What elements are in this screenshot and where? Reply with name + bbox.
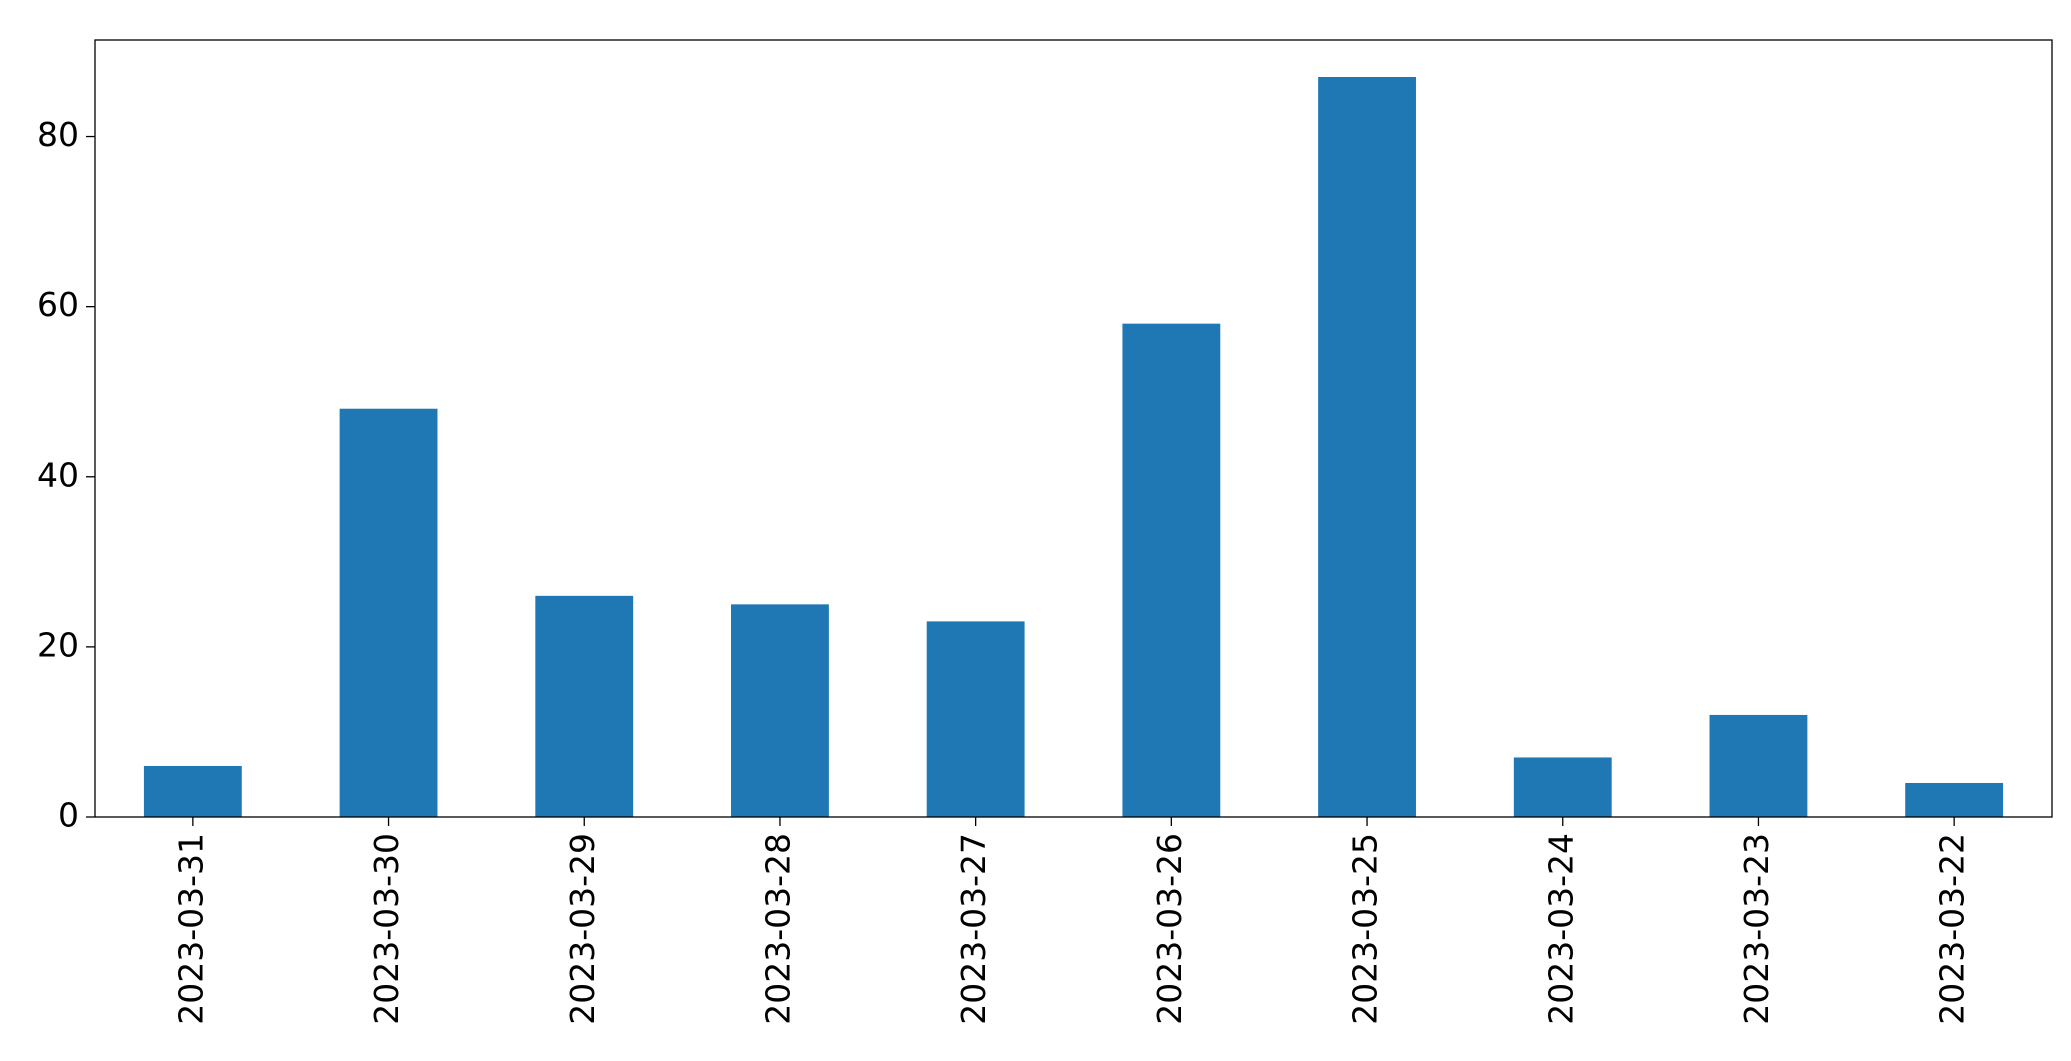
y-tick-label: 20 xyxy=(37,625,79,664)
bar xyxy=(1318,77,1416,817)
axes-frame xyxy=(94,39,2053,818)
x-tick-label: 2023-03-23 xyxy=(1737,833,1776,1025)
y-tick-label: 0 xyxy=(58,796,79,835)
x-tick-label: 2023-03-24 xyxy=(1541,833,1580,1025)
x-tick-label: 2023-03-22 xyxy=(1933,833,1972,1025)
bar xyxy=(1513,757,1612,817)
bar xyxy=(731,604,829,817)
bar xyxy=(926,621,1025,817)
bar xyxy=(1905,782,2004,817)
bar xyxy=(1709,714,1808,817)
y-tick-label: 80 xyxy=(37,115,79,154)
y-tick-label: 40 xyxy=(37,455,79,494)
bar xyxy=(143,765,242,817)
bar xyxy=(1122,323,1221,817)
x-tick-label: 2023-03-30 xyxy=(367,833,406,1025)
x-tick-label: 2023-03-27 xyxy=(954,833,993,1025)
x-tick-label: 2023-03-26 xyxy=(1150,833,1189,1025)
x-tick-label: 2023-03-28 xyxy=(758,833,797,1025)
x-tick-label: 2023-03-31 xyxy=(171,833,210,1025)
bar xyxy=(535,595,634,817)
bar xyxy=(339,408,438,817)
y-tick-label: 60 xyxy=(37,285,79,324)
x-tick-label: 2023-03-29 xyxy=(563,833,602,1025)
x-tick-label: 2023-03-25 xyxy=(1346,833,1385,1025)
